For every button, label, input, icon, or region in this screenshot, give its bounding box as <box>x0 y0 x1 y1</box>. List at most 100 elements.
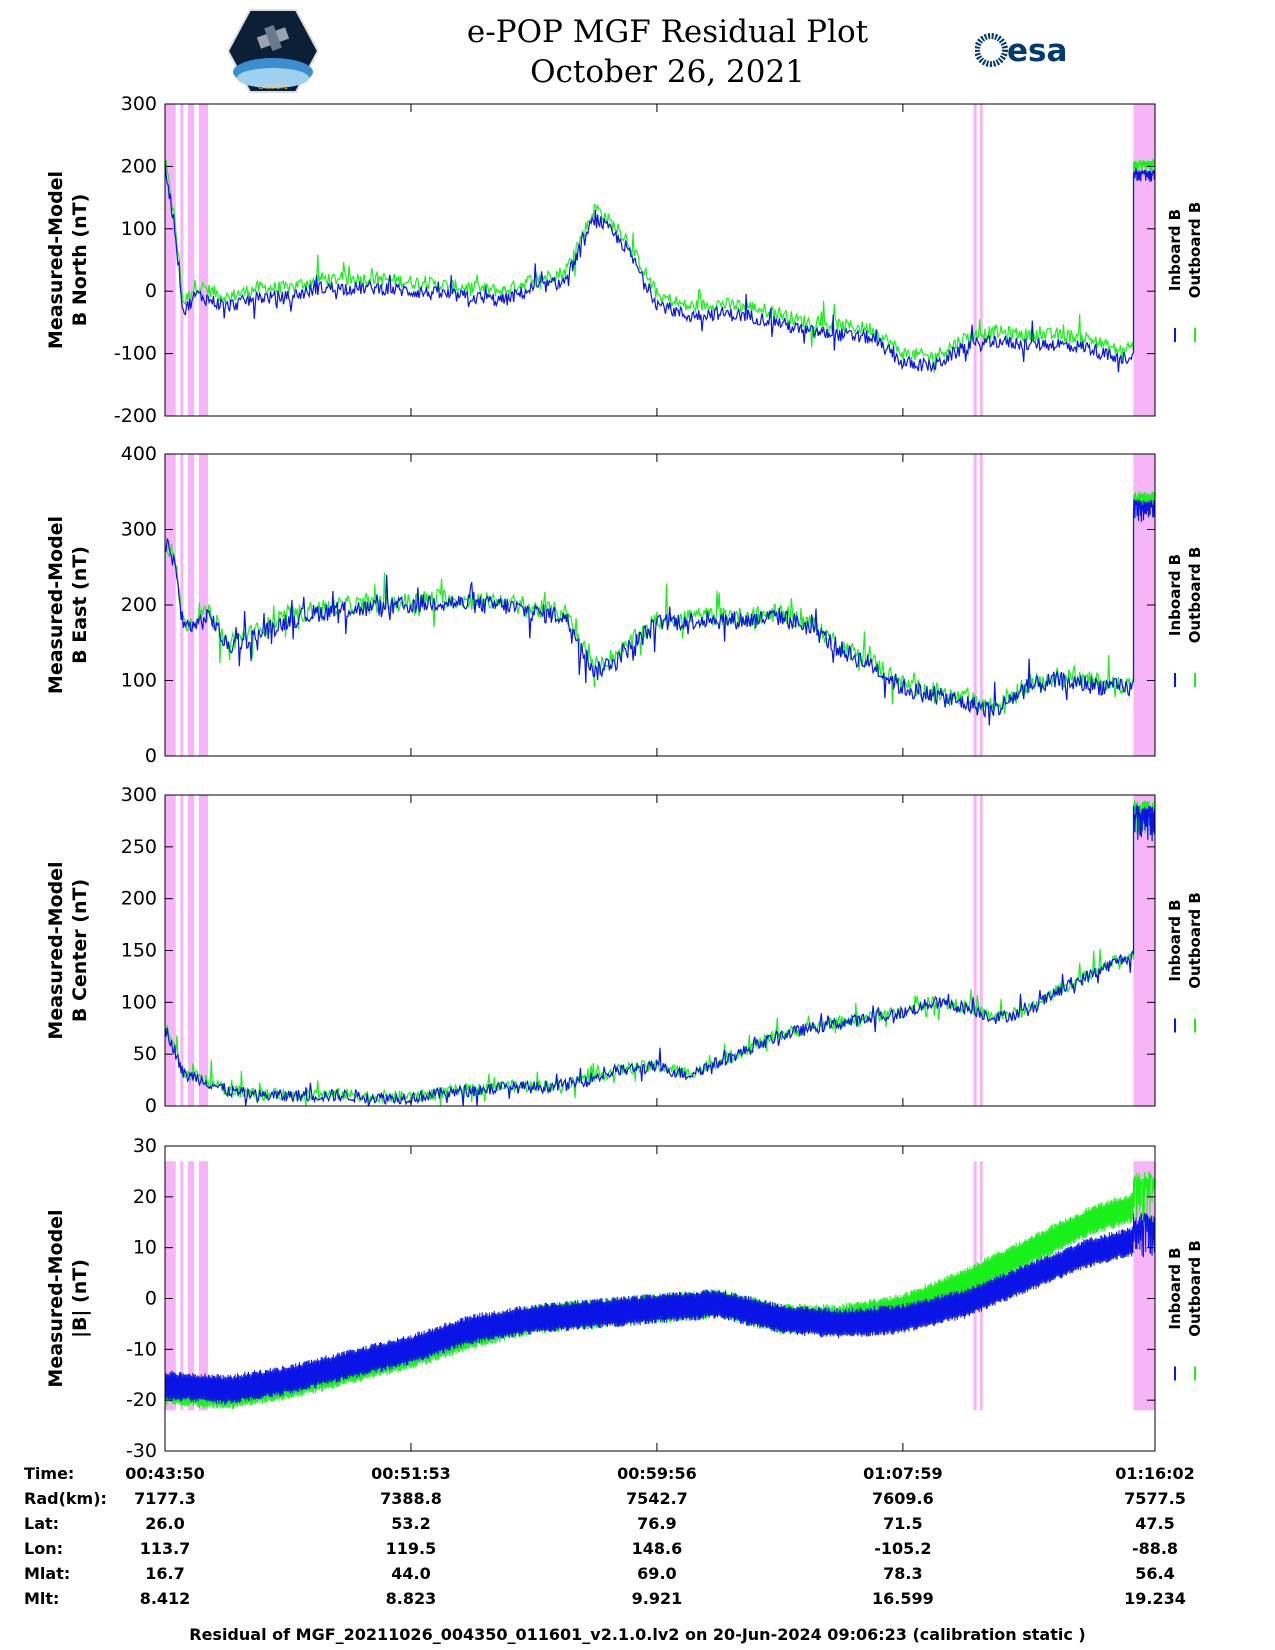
info-row-label: Mlt: <box>24 1589 59 1608</box>
shaded-interval <box>180 104 184 416</box>
info-cell: 19.234 <box>1124 1589 1186 1608</box>
shaded-interval <box>198 795 209 1106</box>
y-axis-label: Measured-Model B East (nT) <box>45 516 91 694</box>
y-tick-label: 20 <box>133 1186 157 1208</box>
info-table: Time: Rad(km): Lat: Lon: Mlat: Mlt: 00:43:50 71… <box>24 1464 1195 1608</box>
panel-4: -30 -20 -10 0 10 20 30 Measured-Model |B| (nT) In… <box>45 1135 1204 1462</box>
info-cell: 113.7 <box>140 1539 191 1558</box>
shaded-interval <box>1133 795 1155 1106</box>
info-cell: 8.823 <box>386 1589 437 1608</box>
chart-title: e-POP MGF Residual Plot <box>466 14 869 50</box>
legend-label-outboard: Outboard B <box>1186 1240 1204 1337</box>
info-cell: 56.4 <box>1135 1564 1174 1583</box>
y-axis-label-line: B Center (nT) <box>69 879 91 1022</box>
cassiope-logo-text: CASSIOPE <box>258 84 288 91</box>
info-cell: 148.6 <box>632 1539 683 1558</box>
y-tick-label: 400 <box>121 443 157 465</box>
shaded-interval <box>1133 104 1155 416</box>
info-cell: 9.921 <box>632 1589 683 1608</box>
shaded-interval <box>973 454 977 756</box>
y-tick-label: 0 <box>145 280 157 302</box>
y-tick-label: -100 <box>114 343 157 365</box>
legend-label-outboard: Outboard B <box>1186 202 1204 299</box>
y-tick-label: 100 <box>121 991 157 1013</box>
shaded-interval <box>973 795 977 1106</box>
info-cell: 16.599 <box>872 1589 934 1608</box>
legend-label-outboard: Outboard B <box>1186 892 1204 989</box>
info-cell: 76.9 <box>637 1514 676 1533</box>
info-cell: 53.2 <box>391 1514 430 1533</box>
shaded-interval <box>188 1161 195 1411</box>
y-tick-label: 100 <box>121 218 157 240</box>
info-cell: 71.5 <box>883 1514 922 1533</box>
legend: Inboard B Outboard B <box>1166 1240 1204 1381</box>
y-axis-label-line: Measured-Model <box>45 171 67 349</box>
y-axis-label: Measured-Model B North (nT) <box>45 171 91 349</box>
shaded-interval <box>198 1161 209 1411</box>
shaded-interval <box>180 1161 184 1411</box>
shaded-interval <box>180 454 184 756</box>
y-axis-label: Measured-Model |B| (nT) <box>45 1209 91 1387</box>
legend-label-inboard: Inboard B <box>1166 209 1184 291</box>
series-inboard-line <box>164 161 1156 373</box>
info-cell: 26.0 <box>145 1514 184 1533</box>
plot-frame <box>164 103 1156 417</box>
series-inboard-line <box>164 499 1156 726</box>
y-tick-label: 200 <box>121 888 157 910</box>
y-axis-label: Measured-Model B Center (nT) <box>45 861 91 1039</box>
legend-label-inboard: Inboard B <box>1166 1247 1184 1329</box>
y-tick-label: 0 <box>145 745 157 767</box>
legend-label-inboard: Inboard B <box>1166 899 1184 981</box>
chart-date: October 26, 2021 <box>530 54 805 90</box>
info-cell: 16.7 <box>145 1564 184 1583</box>
cassiope-logo: CASSIOPE <box>228 9 318 93</box>
info-row-label: Rad(km): <box>24 1489 107 1508</box>
y-axis-label-line: B North (nT) <box>69 194 91 327</box>
shaded-interval <box>979 454 983 756</box>
shaded-interval <box>979 104 983 416</box>
y-tick-label: 0 <box>145 1095 157 1117</box>
y-tick-label: -10 <box>126 1338 157 1360</box>
x-tick-label: 00:59:56 <box>617 1464 697 1483</box>
info-cell: 7609.6 <box>872 1489 934 1508</box>
legend-label-outboard: Outboard B <box>1186 547 1204 644</box>
y-tick-label: -200 <box>114 405 157 427</box>
series-inboard-line <box>164 1212 1156 1406</box>
x-tick-label: 00:51:53 <box>371 1464 451 1483</box>
y-tick-label: 50 <box>133 1043 157 1065</box>
info-cell: 44.0 <box>391 1564 430 1583</box>
y-axis-label-line: Measured-Model <box>45 516 67 694</box>
shaded-interval <box>165 1161 176 1411</box>
info-cell: 78.3 <box>883 1564 922 1583</box>
shaded-interval <box>180 795 184 1106</box>
series-outboard-line <box>164 490 1156 714</box>
info-cell: 119.5 <box>386 1539 437 1558</box>
y-tick-label: 0 <box>145 1288 157 1310</box>
info-row-label: Mlat: <box>24 1564 70 1583</box>
y-tick-label: 200 <box>121 155 157 177</box>
shaded-interval <box>198 454 209 756</box>
info-cell: 7542.7 <box>626 1489 688 1508</box>
y-tick-label: 100 <box>121 670 157 692</box>
legend: Inboard B Outboard B <box>1166 892 1204 1033</box>
y-tick-label: 30 <box>133 1135 157 1157</box>
plot-frame <box>164 453 1156 757</box>
info-row-label: Time: <box>24 1464 74 1483</box>
info-cell: 7177.3 <box>134 1489 196 1508</box>
footer-note: Residual of MGF_20211026_004350_011601_v… <box>189 1625 1086 1644</box>
legend: Inboard B Outboard B <box>1166 202 1204 342</box>
info-cell: -88.8 <box>1132 1539 1178 1558</box>
y-tick-label: 300 <box>121 784 157 806</box>
y-axis-label-line: Measured-Model <box>45 1209 67 1387</box>
y-axis-label-line: |B| (nT) <box>69 1259 91 1338</box>
shaded-interval <box>198 104 209 416</box>
legend-label-inboard: Inboard B <box>1166 554 1184 636</box>
y-axis-label-line: B East (nT) <box>69 546 91 664</box>
esa-logo: esa <box>975 33 1065 69</box>
x-tick-label: 00:43:50 <box>125 1464 205 1483</box>
info-cell: 7388.8 <box>380 1489 442 1508</box>
info-row-label: Lat: <box>24 1514 59 1533</box>
panel-2: 0 100 200 300 400 Measured-Model B East (nT) In… <box>45 443 1204 767</box>
info-row-label: Lon: <box>24 1539 63 1558</box>
